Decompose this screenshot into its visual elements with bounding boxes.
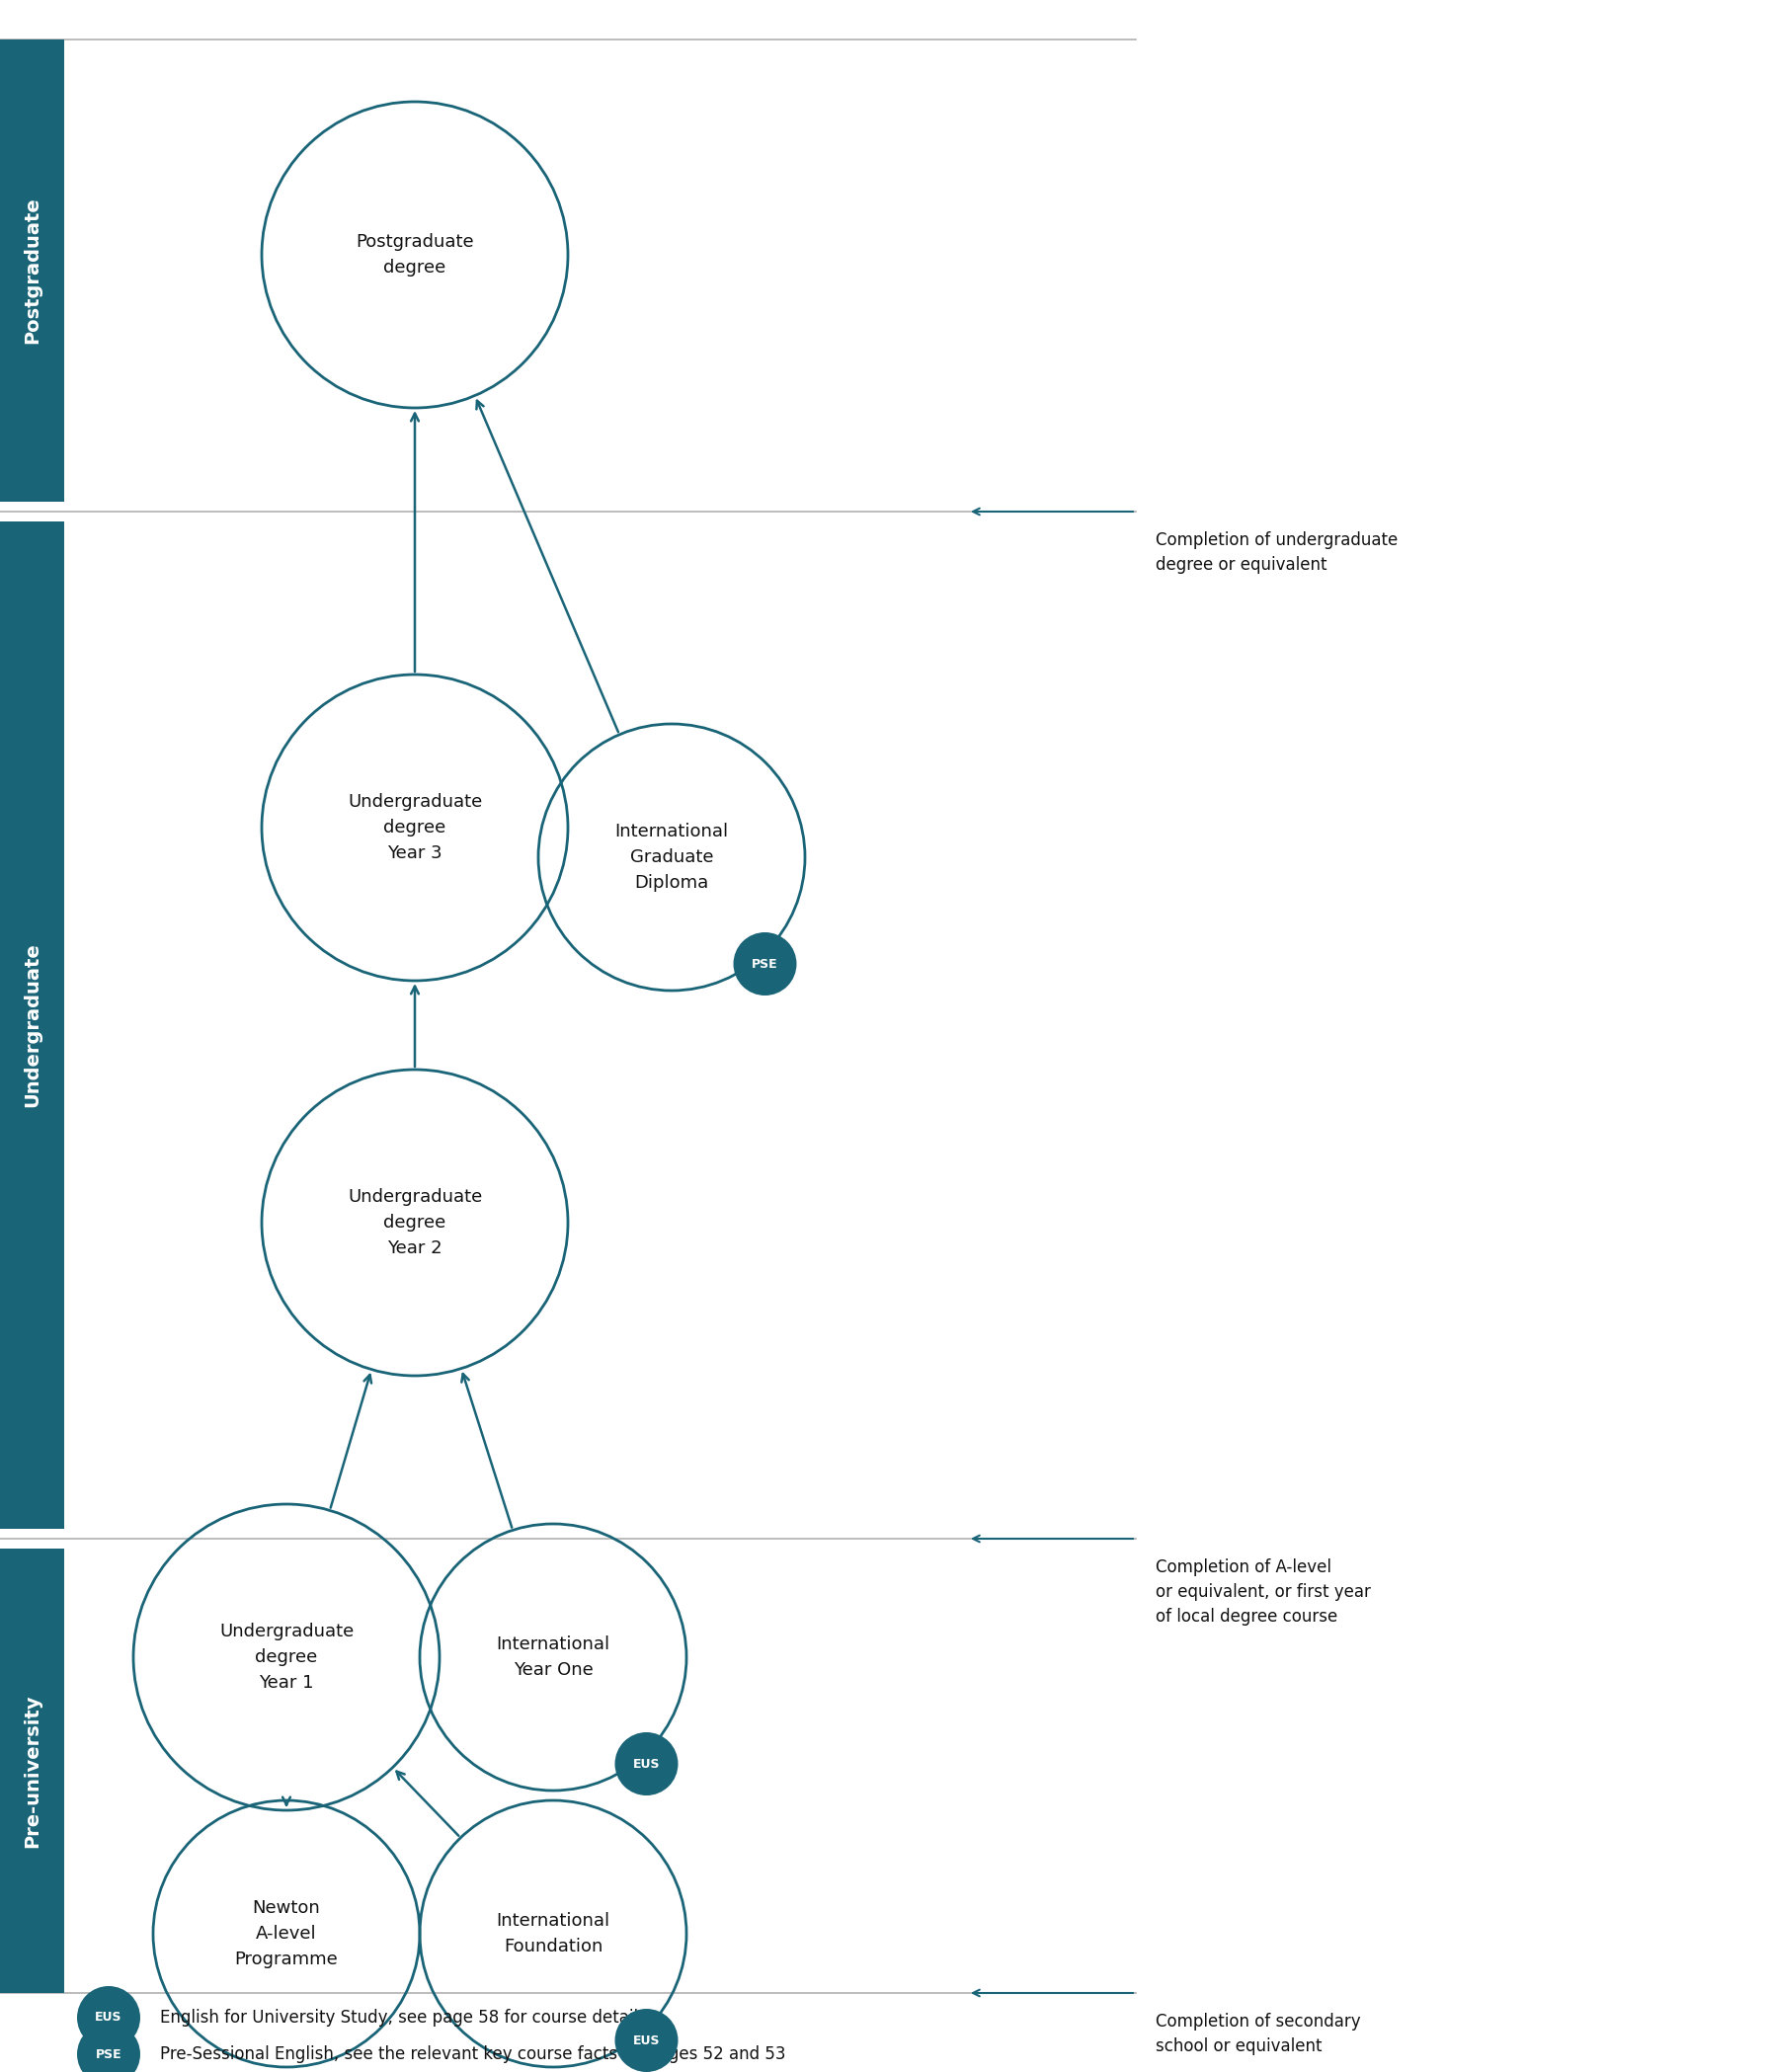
- Text: Postgraduate
degree: Postgraduate degree: [355, 232, 474, 278]
- Text: Pre-Sessional English, see the relevant key course facts on pages 52 and 53: Pre-Sessional English, see the relevant …: [161, 2045, 785, 2064]
- Text: International
Foundation: International Foundation: [497, 1912, 610, 1956]
- Bar: [0, 39, 64, 501]
- Text: International
Graduate
Diploma: International Graduate Diploma: [615, 823, 728, 893]
- Circle shape: [78, 2022, 140, 2072]
- Bar: [0, 1548, 64, 1993]
- Text: Undergraduate
degree
Year 2: Undergraduate degree Year 2: [348, 1187, 482, 1258]
- Text: Undergraduate: Undergraduate: [23, 943, 41, 1106]
- Text: Postgraduate: Postgraduate: [23, 197, 41, 344]
- Text: Completion of secondary
school or equivalent: Completion of secondary school or equiva…: [1156, 2012, 1361, 2055]
- Text: Completion of A-level
or equivalent, or first year
of local degree course: Completion of A-level or equivalent, or …: [1156, 1558, 1369, 1627]
- Text: EUS: EUS: [633, 2035, 659, 2047]
- Text: EUS: EUS: [95, 2012, 122, 2024]
- Text: International
Year One: International Year One: [497, 1635, 610, 1678]
- Text: Undergraduate
degree
Year 3: Undergraduate degree Year 3: [348, 794, 482, 862]
- Circle shape: [615, 2008, 679, 2072]
- Circle shape: [78, 1987, 140, 2049]
- Bar: [0, 522, 64, 1529]
- Text: PSE: PSE: [751, 957, 777, 970]
- Text: Undergraduate
degree
Year 1: Undergraduate degree Year 1: [219, 1622, 353, 1693]
- Text: PSE: PSE: [95, 2047, 122, 2062]
- Circle shape: [615, 1732, 679, 1796]
- Text: English for University Study, see page 58 for course details: English for University Study, see page 5…: [161, 2008, 647, 2026]
- Circle shape: [733, 932, 797, 995]
- Text: Completion of undergraduate
degree or equivalent: Completion of undergraduate degree or eq…: [1156, 530, 1398, 574]
- Text: EUS: EUS: [633, 1757, 659, 1769]
- Text: Newton
A-level
Programme: Newton A-level Programme: [235, 1898, 337, 1968]
- Text: Pre-university: Pre-university: [23, 1695, 41, 1848]
